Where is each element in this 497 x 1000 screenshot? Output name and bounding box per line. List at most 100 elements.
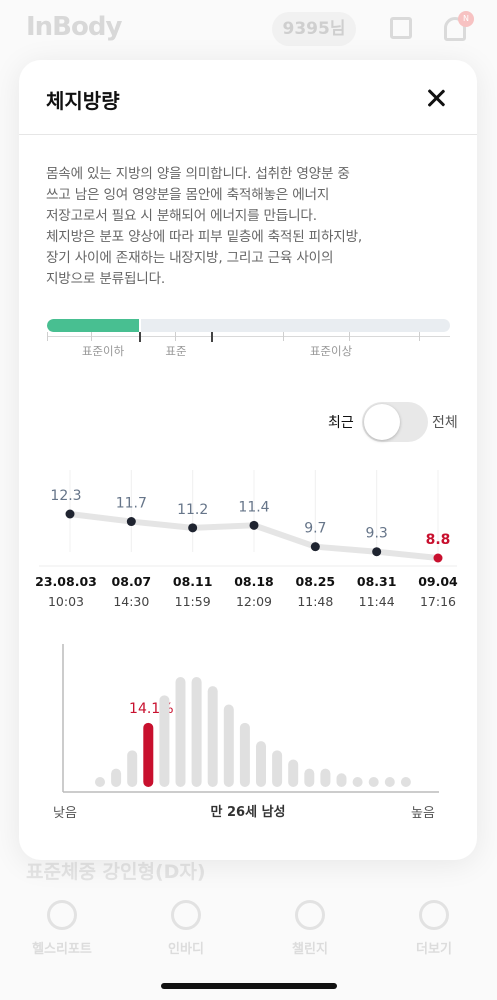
close-icon[interactable] (424, 86, 448, 110)
histogram-bar (111, 768, 122, 787)
toggle-label-all[interactable]: 전체 (432, 415, 458, 431)
data-label: 11.2 (177, 502, 208, 518)
period-toggle-row: 최근 전체 (19, 400, 477, 444)
more-icon (419, 900, 449, 930)
period-toggle[interactable] (362, 402, 428, 442)
notification-badge: N (458, 11, 474, 27)
bell-icon[interactable] (444, 17, 466, 41)
body-fat-modal: 체지방량 몸속에 있는 지방의 양을 의미합니다. 섭취한 영양분 중 쓰고 남… (19, 60, 477, 860)
scale-tick (349, 332, 350, 341)
app-header: InBody 9395님 N (0, 0, 497, 60)
toggle-label-recent[interactable]: 최근 (328, 415, 354, 431)
data-label: 12.3 (50, 488, 81, 504)
nav-item-inbody[interactable]: 인바디 (146, 895, 226, 957)
histogram-low-label: 낮음 (53, 806, 77, 821)
date-label: 08.31 (357, 574, 397, 589)
range-label-above: 표준이상 (309, 344, 353, 358)
histogram-bar (143, 722, 154, 787)
histogram-bar (320, 768, 331, 787)
nav-label: 헬스리포트 (32, 942, 92, 957)
bottom-nav: 헬스리포트 인바디 챌린지 더보기 (0, 895, 497, 965)
nav-item-more[interactable]: 더보기 (394, 895, 474, 957)
data-point (188, 523, 198, 533)
scale-tick (139, 332, 141, 342)
flame-icon (295, 900, 325, 930)
histogram-bar (191, 677, 202, 787)
scale-tick (47, 332, 48, 341)
date-label: 08.18 (234, 574, 274, 589)
trend-line-chart: 12.3 23.08.03 10:03 11.7 08.07 14:30 11.2 08.11… (35, 470, 458, 609)
data-point (433, 553, 443, 563)
description-line: 지방으로 분류됩니다. (46, 271, 165, 287)
data-label: 8.8 (426, 532, 451, 548)
date-label: 23.08.03 (35, 574, 97, 589)
description-line: 장기 사이에 존재하는 내장지방, 그리고 근육 사이의 (46, 250, 334, 266)
histogram-bar (272, 750, 283, 787)
title-divider (19, 134, 477, 135)
time-label: 11:59 (175, 594, 211, 609)
histogram-bar (384, 777, 395, 787)
range-label-below: 표준이하 (81, 344, 125, 358)
description: 몸속에 있는 지방의 양을 의미합니다. 섭취한 영양분 중 쓰고 남은 잉여 … (46, 164, 458, 290)
time-label: 11:48 (297, 594, 333, 609)
data-label: 11.4 (238, 499, 269, 515)
nav-label: 챌린지 (292, 942, 328, 957)
scale-line (47, 336, 450, 337)
section-title: 표준체중 강인형(D자) (26, 861, 206, 883)
user-badge[interactable]: 9395님 (272, 12, 356, 46)
scale-tick (175, 332, 176, 341)
scale-tick (419, 332, 420, 341)
histogram-bar (207, 686, 218, 787)
data-label: 9.7 (304, 521, 326, 537)
nav-label: 더보기 (416, 942, 452, 957)
histogram-high-label: 높음 (411, 806, 435, 821)
time-label: 10:03 (48, 594, 84, 609)
data-label: 11.7 (116, 496, 147, 512)
home-indicator (161, 983, 337, 989)
data-point (126, 517, 136, 527)
description-line: 쓰고 남은 잉여 영양분을 몸안에 축적해놓은 에너지 (46, 187, 330, 203)
histogram-group-label: 만 26세 남성 (210, 805, 286, 820)
histogram-bar (239, 722, 250, 787)
nav-item-challenge[interactable]: 챌린지 (270, 895, 350, 957)
distribution-histogram: 14.1% (62, 644, 439, 793)
time-label: 12:09 (236, 594, 272, 609)
nav-label: 인바디 (168, 942, 204, 957)
histogram-bar (304, 768, 315, 787)
app-logo: InBody (26, 12, 122, 42)
time-label: 14:30 (113, 594, 149, 609)
time-label: 17:16 (420, 594, 456, 609)
modal-title: 체지방량 (46, 89, 120, 113)
date-label: 08.07 (112, 574, 152, 589)
histogram-bar (159, 695, 170, 787)
histogram-bar (336, 773, 347, 787)
range-marker (138, 319, 141, 332)
histogram-bar (352, 777, 363, 787)
scale-tick (211, 332, 213, 342)
histogram-bar (127, 750, 138, 787)
histogram-bar (288, 759, 299, 787)
histogram-bar (400, 777, 411, 787)
range-fill (47, 319, 140, 332)
data-point (249, 520, 259, 530)
scale-tick (283, 332, 284, 341)
histogram-bar (95, 777, 105, 787)
histogram-bar (368, 777, 379, 787)
histogram-bar (256, 741, 266, 787)
date-label: 08.25 (296, 574, 336, 589)
range-label-standard: 표준 (165, 344, 187, 358)
time-label: 11:44 (359, 594, 395, 609)
range-bar (47, 319, 450, 332)
date-label: 09.04 (418, 574, 458, 589)
nav-item-health-report[interactable]: 헬스리포트 (22, 895, 102, 957)
histogram-bar (223, 704, 234, 787)
description-line: 저장고로서 필요 시 분해되어 에너지를 만듭니다. (46, 208, 317, 224)
histogram-bar (175, 677, 186, 787)
toggle-knob[interactable] (364, 404, 400, 440)
qr-code-icon[interactable] (390, 17, 412, 39)
description-line: 체지방은 분포 양상에 따라 피부 밑층에 축적된 피하지방, (46, 229, 363, 245)
data-point (65, 509, 75, 519)
description-line: 몸속에 있는 지방의 양을 의미합니다. 섭취한 영양분 중 (46, 166, 350, 182)
data-point (310, 542, 320, 552)
date-label: 08.11 (173, 574, 213, 589)
